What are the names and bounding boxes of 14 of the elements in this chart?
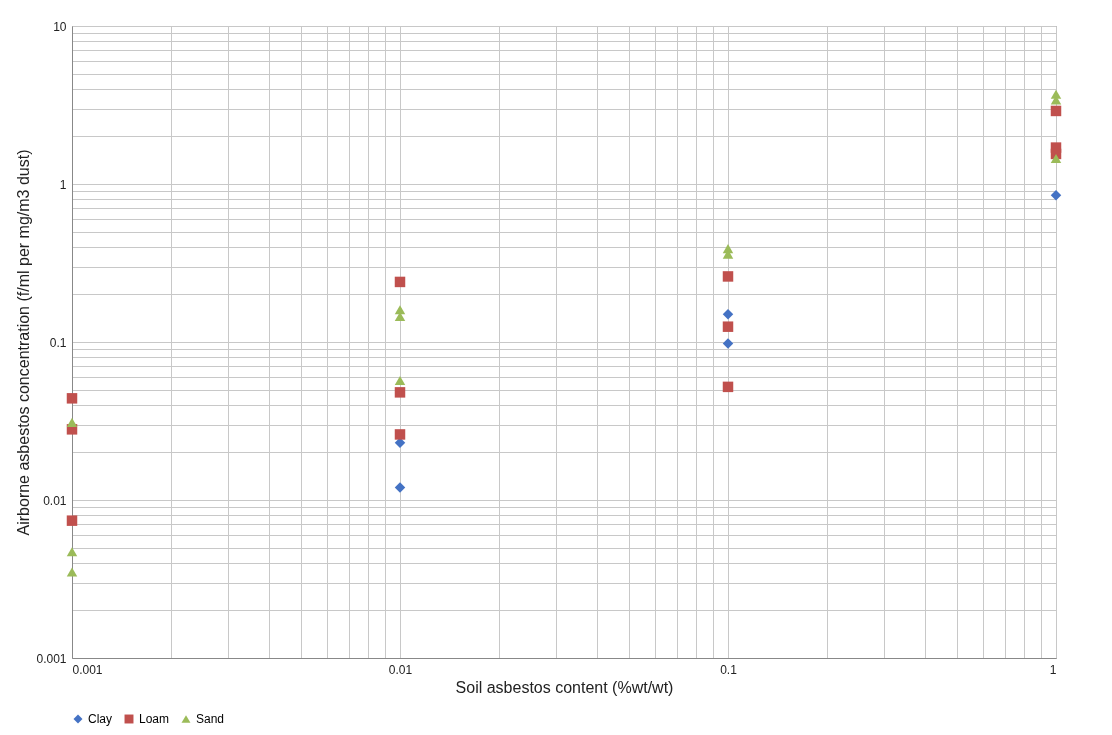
y-tick-label: 0.001 [36, 651, 67, 666]
legend-label: Sand [196, 712, 225, 726]
x-axis-title: Soil asbestos content (%wt/wt) [455, 678, 674, 696]
y-tick-label: 0.01 [43, 493, 67, 508]
y-tick-label: 10 [53, 19, 67, 34]
x-tick-label: 0.1 [720, 662, 738, 677]
x-tick-label: 1 [1049, 662, 1057, 677]
y-tick-label: 1 [59, 177, 67, 192]
legend-label: Loam [139, 712, 170, 726]
y-axis-title: Airborne asbestos concentration (f/ml per mg/m3 dust) [15, 149, 33, 536]
x-tick-label: 0.01 [388, 662, 413, 677]
y-tick-label: 0.1 [49, 335, 67, 350]
legend-label: Clay [88, 712, 113, 726]
x-tick-label: 0.001 [72, 662, 103, 677]
